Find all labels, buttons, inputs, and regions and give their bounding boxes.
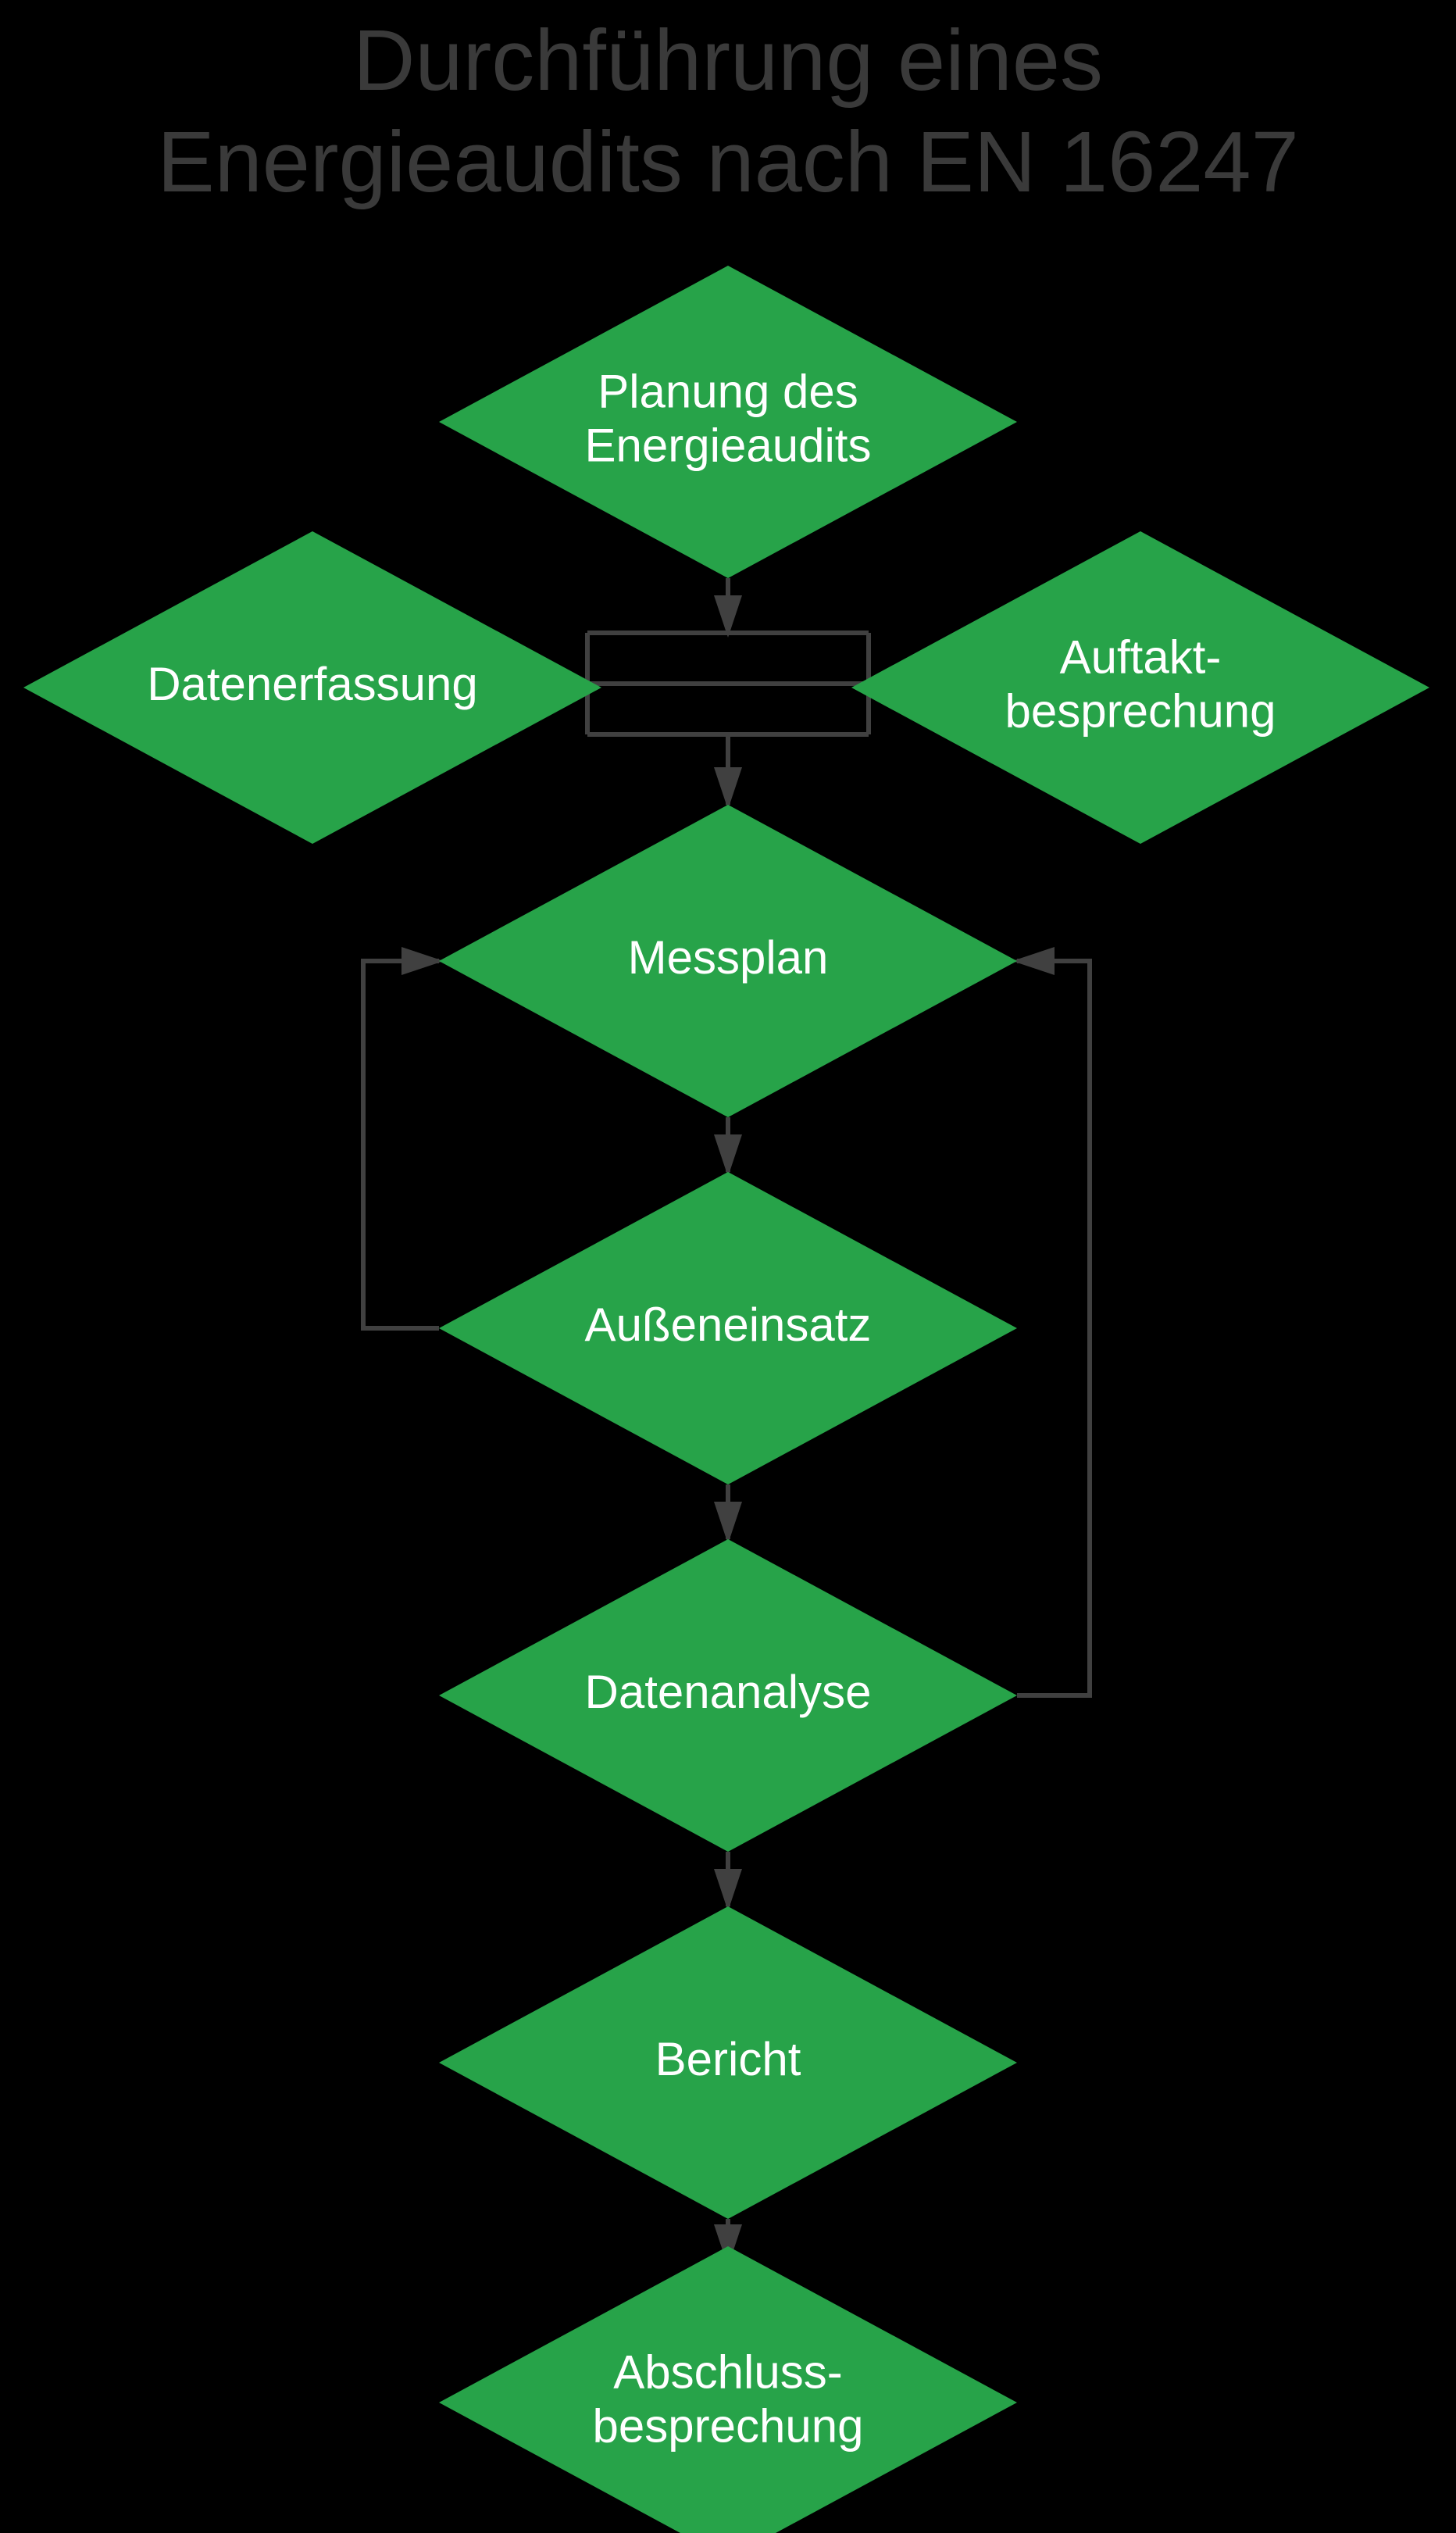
- node-label-analyse-0: Datenanalyse: [585, 1666, 872, 1718]
- node-label-auftakt-1: besprechung: [1005, 684, 1276, 737]
- page-title-line2: Energieaudits nach EN 16247: [157, 114, 1299, 210]
- page-title-line1: Durchführung eines: [353, 13, 1103, 109]
- node-label-planung-1: Energieaudits: [585, 419, 872, 471]
- node-label-datenerfassung-0: Datenerfassung: [147, 658, 478, 710]
- node-label-abschluss-1: besprechung: [593, 2399, 864, 2452]
- node-label-abschluss-0: Abschluss-: [613, 2345, 842, 2398]
- flowchart-svg: Durchführung einesEnergieaudits nach EN …: [0, 0, 1456, 2533]
- node-label-messplan-0: Messplan: [628, 931, 829, 984]
- node-label-planung-0: Planung des: [598, 365, 858, 417]
- node-label-auftakt-0: Auftakt-: [1060, 631, 1222, 683]
- node-label-aussen-0: Außeneinsatz: [585, 1299, 872, 1351]
- node-label-bericht-0: Bericht: [655, 2033, 801, 2085]
